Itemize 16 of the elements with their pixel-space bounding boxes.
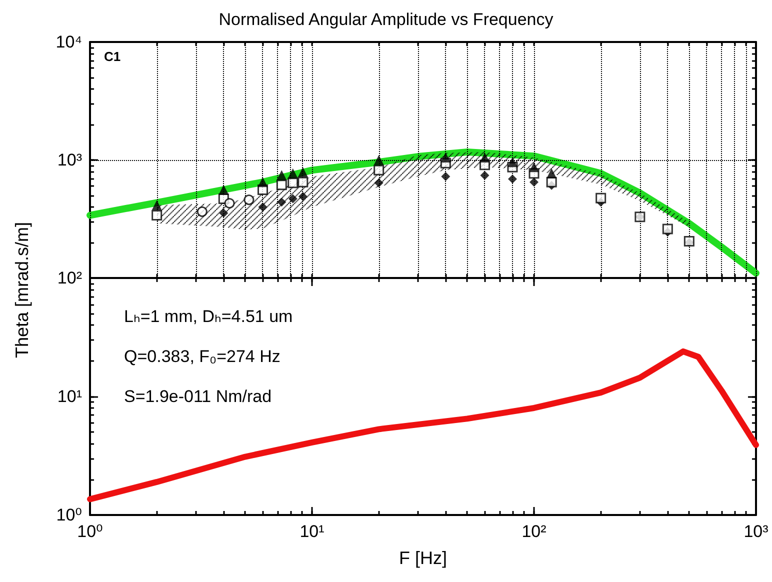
y-axis-title: Theta [mrad.s/m] [12,222,32,358]
chart-title: Normalised Angular Amplitude vs Frequency [218,10,554,29]
y-tick-label: 10³ [57,150,82,170]
y-tick-label: 10¹ [57,387,82,406]
annotation: Q=0.383, F₀=274 Hz [124,347,280,366]
annotation: C1 [104,49,121,64]
y-tick-label: 10⁴ [56,32,82,52]
annotation: Lₕ=1 mm, Dₕ=4.51 um [124,307,293,326]
y-tick-label: 10² [57,268,82,288]
x-tick-label: 10⁰ [77,522,104,541]
x-axis-title: F [Hz] [399,548,447,568]
x-tick-label: 10³ [744,522,769,541]
y-tick-label: 10⁰ [56,506,82,524]
x-tick-label: 10¹ [300,522,325,541]
x-tick-label: 10² [522,522,547,541]
annotation: S=1.9e-011 Nm/rad [124,387,272,406]
